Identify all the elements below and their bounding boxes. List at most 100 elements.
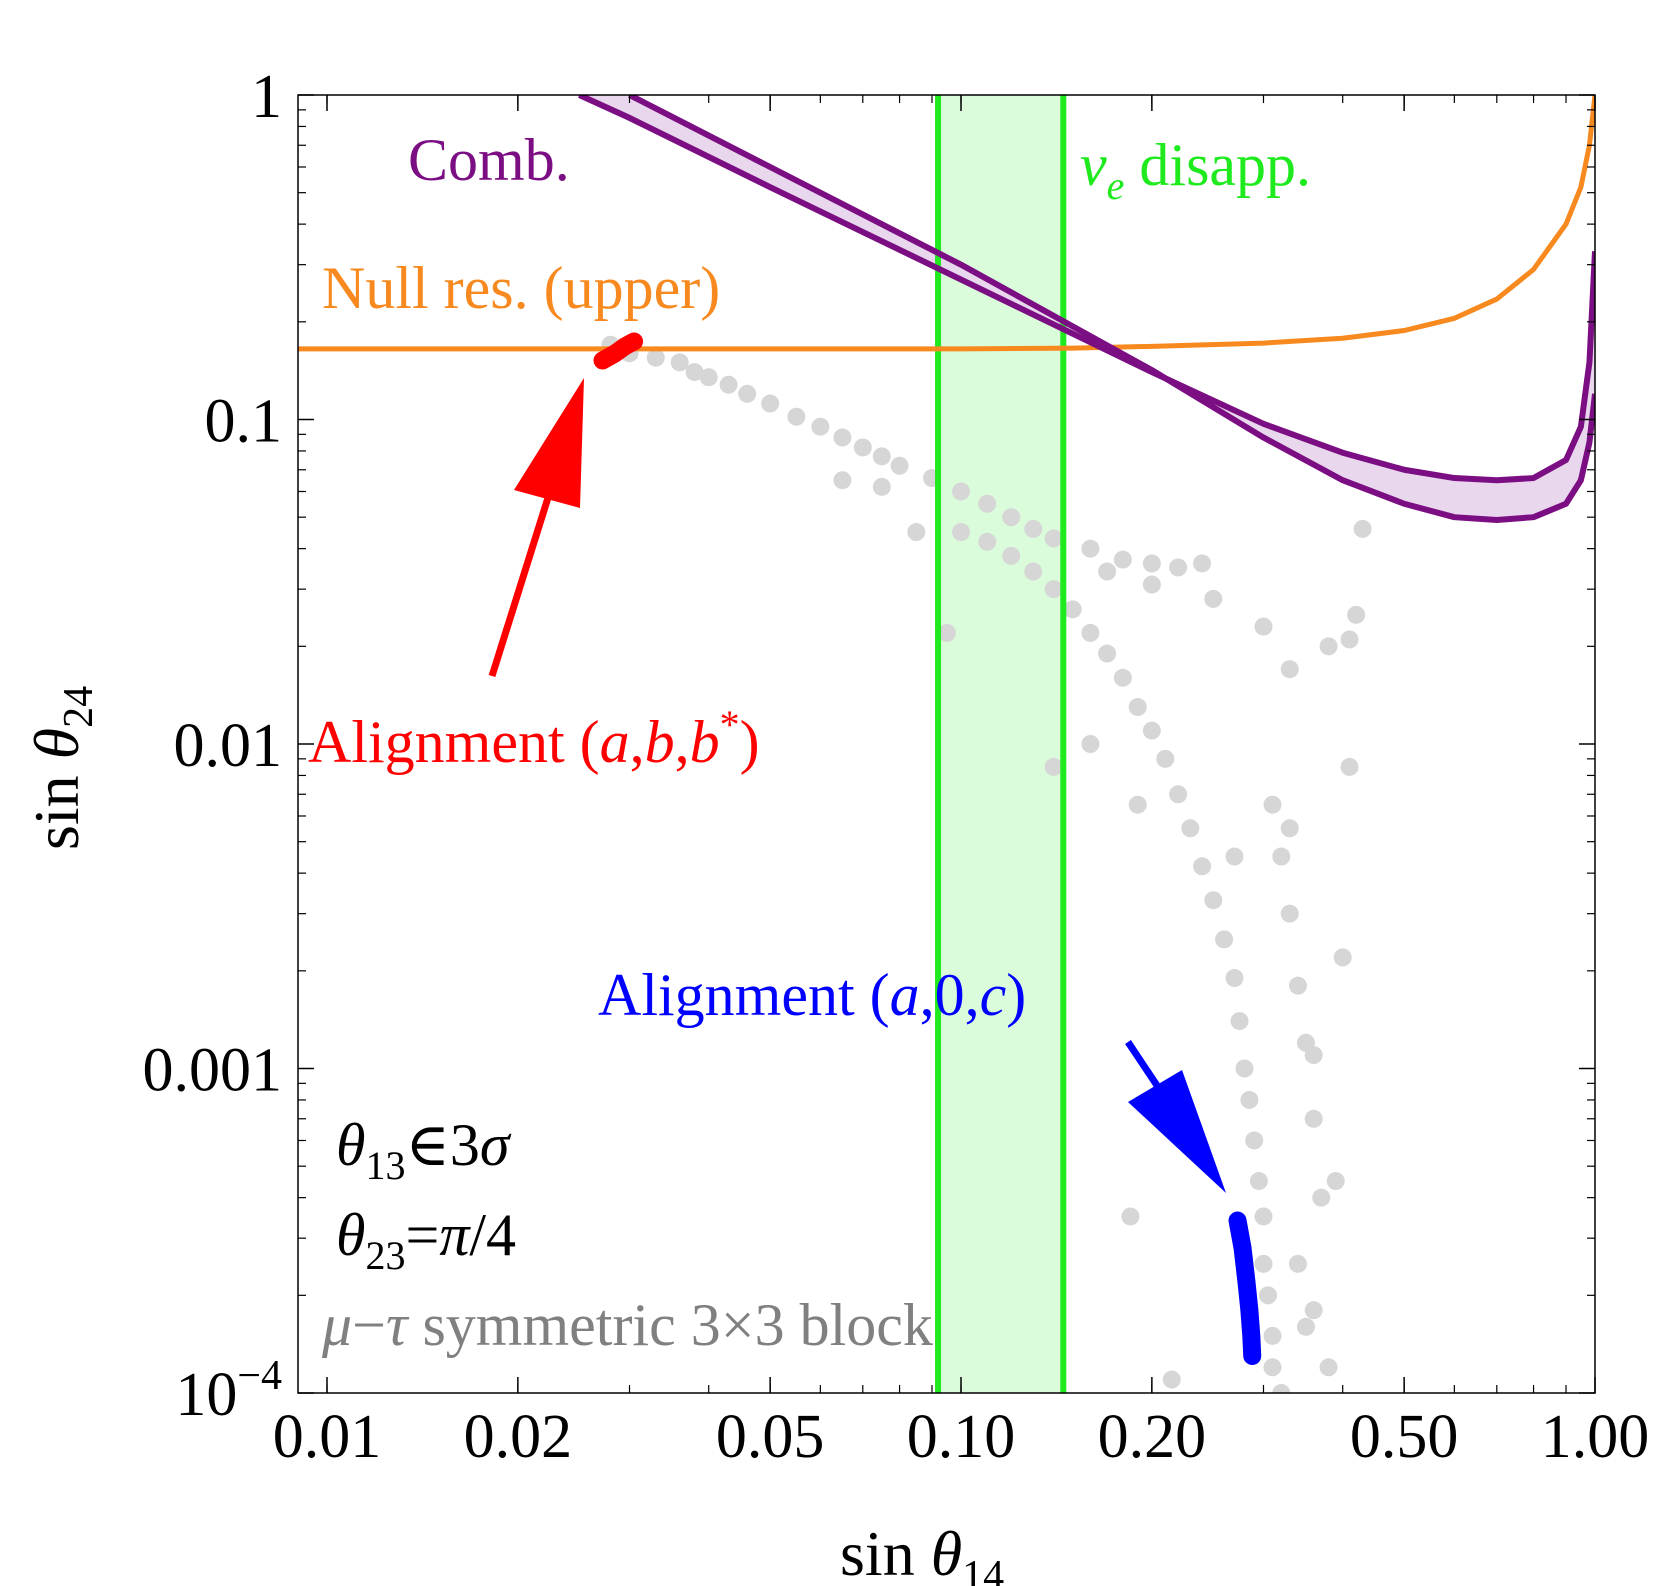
scatter-point-66 [1280,819,1299,838]
x-tick-label-2: 0.05 [716,1403,825,1471]
cond3-tau: τ [386,1292,410,1358]
scatter-point-65 [1319,1358,1338,1377]
scatter-point-6 [719,375,738,394]
scatter-point-26 [1142,575,1161,594]
scatter-point-73 [1044,757,1063,776]
scatter-point-29 [978,532,997,551]
scatter-point-88 [1304,1046,1323,1065]
scatter-point-34 [1081,623,1100,642]
y-axis-sub: 24 [56,686,102,728]
align-blue-c: c [980,962,1007,1028]
scatter-point-11 [833,428,852,447]
scatter-point-81 [1340,757,1359,776]
null-res-label: Null res. (upper) [322,255,720,321]
scatter-point-18 [1002,508,1021,527]
scatter-point-9 [787,407,806,426]
red-arrow [488,378,584,678]
comb-lower-curve [628,95,1595,524]
y-tick-label-2: 0.01 [174,712,283,780]
scatter-point-7 [738,384,757,403]
scatter-point-89 [1296,1317,1315,1336]
scatter-point-8 [761,394,780,413]
scatter-point-74 [1204,589,1223,608]
scatter-point-32 [1044,580,1063,599]
scatter-point-61 [1304,1109,1323,1128]
scatter-point-37 [1128,698,1147,717]
scatter-point-46 [1230,1012,1249,1031]
scatter-point-22 [1113,550,1132,569]
align-red-b: b [645,709,675,775]
scatter-point-84 [1333,948,1352,967]
scatter-point-82 [1128,795,1147,814]
scatter-point-13 [872,447,891,466]
scatter-point-71 [937,623,956,642]
scatter-point-51 [1254,1207,1273,1226]
scatter-point-67 [1263,795,1282,814]
scatter-point-20 [1044,529,1063,548]
scatter-point-42 [1193,857,1212,876]
scatter-point-87 [1326,1172,1345,1191]
alignment-layer [593,332,1262,1366]
cond1-sigma: σ [480,1112,512,1178]
align-red-prefix: Alignment ( [308,709,600,775]
cond1-sub: 13 [365,1143,405,1188]
scatter-point-72 [1081,735,1100,753]
scatter-point-56 [1272,1384,1291,1393]
scatter-point-69 [872,477,891,496]
scatter-point-16 [952,482,971,501]
alignment-abb-segment [593,332,644,370]
blue-arrow [1125,1040,1226,1193]
scatter-point-44 [1215,930,1234,949]
scatter-point-50 [1249,1172,1268,1191]
scatter-point-63 [1288,1254,1307,1273]
cond2-sub: 23 [365,1233,405,1278]
align-blue-suffix: ) [1006,962,1026,1028]
y-axis-title: sin θ24 [21,686,102,850]
scatter-point-57 [1280,904,1299,923]
comb-label: Comb. [408,127,570,193]
scatter-point-45 [1225,969,1244,988]
scatter-point-28 [952,523,971,542]
scatter-point-58 [1272,847,1291,866]
scatter-point-62 [1312,1188,1331,1207]
scatter-point-24 [1169,558,1188,577]
scatter-point-85 [1121,1207,1140,1226]
scatter-point-14 [890,456,909,475]
scatter-point-77 [1319,637,1338,656]
mu-tau-label: μ−τ symmetric 3×3 block [321,1292,933,1358]
alignment-a0c-label: Alignment (a,0,c) [598,962,1026,1028]
scatter-point-49 [1245,1131,1264,1150]
align-red-comma1: , [630,709,645,775]
scatter-point-59 [1288,976,1307,995]
null-res-curve [298,95,1595,352]
scatter-point-27 [1098,562,1117,581]
align-blue-mid: ,0, [920,962,980,1028]
y-tick-label-4: 10−4 [175,1353,282,1429]
align-red-comma2: , [675,709,690,775]
scatter-point-23 [1142,554,1161,573]
scatter-point-43 [1204,891,1223,910]
scatter-point-70 [907,523,926,542]
scatter-point-10 [811,417,830,436]
scatter-point-55 [1263,1358,1282,1377]
scatter-point-17 [978,494,997,513]
align-red-star: * [720,702,740,747]
scatter-point-41 [1181,819,1200,838]
cond3-dash: − [352,1292,386,1358]
cond1-sym: θ [336,1112,365,1178]
scatter-layer [601,335,1372,1393]
scatter-point-5 [699,368,718,387]
cond2-pi: π [439,1202,471,1268]
scatter-point-53 [1259,1286,1278,1305]
nue-symbol: ν [1080,132,1107,198]
scatter-point-35 [1098,644,1117,663]
nue-subscript: e [1107,163,1125,208]
align-blue-prefix: Alignment ( [598,962,890,1028]
scatter-point-68 [833,471,852,490]
scatter-point-21 [1081,539,1100,558]
x-tick-label-5: 0.50 [1350,1403,1459,1471]
align-blue-a: a [890,962,920,1028]
alignment-a0c-segment [1228,1211,1262,1366]
scatter-point-75 [1254,617,1273,636]
